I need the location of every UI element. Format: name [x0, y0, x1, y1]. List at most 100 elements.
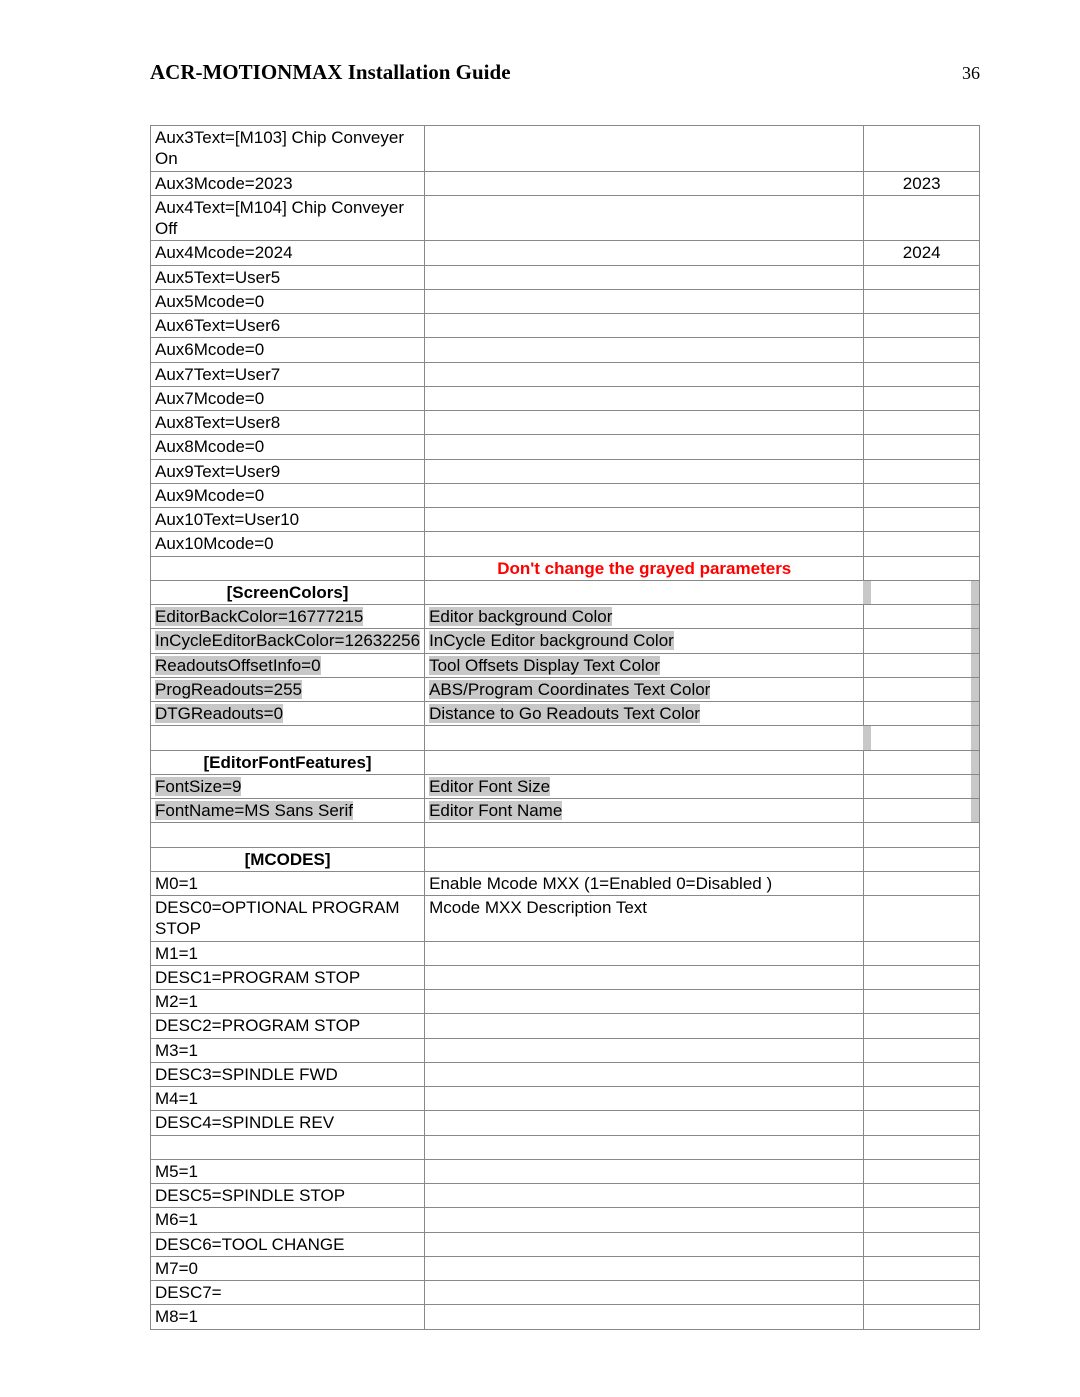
- table-row: ReadoutsOffsetInfo=0Tool Offsets Display…: [151, 653, 980, 677]
- section-mcodes: [MCODES]: [151, 847, 425, 871]
- param-val: [864, 459, 980, 483]
- param-name: Aux4Mcode=2024: [151, 241, 425, 265]
- table-row: DESC4=SPINDLE REV: [151, 1111, 980, 1135]
- param-name: DESC0=OPTIONAL PROGRAM STOP: [151, 896, 425, 942]
- param-val: [864, 338, 980, 362]
- param-name: DESC3=SPINDLE FWD: [151, 1062, 425, 1086]
- table-row: InCycleEditorBackColor=12632256InCycle E…: [151, 629, 980, 653]
- param-desc: [425, 386, 864, 410]
- parameters-table: Aux3Text=[M103] Chip Conveyer On Aux3Mco…: [150, 125, 980, 1330]
- spacer-row: [151, 823, 980, 847]
- param-desc: [425, 338, 864, 362]
- param-desc: [425, 362, 864, 386]
- param-name: Aux9Mcode=0: [151, 483, 425, 507]
- table-row: DESC1=PROGRAM STOP: [151, 965, 980, 989]
- table-row: M5=1: [151, 1159, 980, 1183]
- table-row: M0=1Enable Mcode MXX (1=Enabled 0=Disabl…: [151, 871, 980, 895]
- param-name: M7=0: [151, 1256, 425, 1280]
- param-name: DESC7=: [151, 1281, 425, 1305]
- param-name: InCycleEditorBackColor=12632256: [155, 631, 420, 650]
- param-name: Aux9Text=User9: [151, 459, 425, 483]
- param-desc: [425, 483, 864, 507]
- warning-text: Don't change the grayed parameters: [425, 556, 864, 580]
- section-header-row: [EditorFontFeatures]: [151, 750, 980, 774]
- param-desc: Mcode MXX Description Text: [425, 896, 864, 942]
- table-row: Aux3Mcode=2023 2023: [151, 171, 980, 195]
- section-header-row: [ScreenColors]: [151, 580, 980, 604]
- param-name: M4=1: [151, 1087, 425, 1111]
- param-desc: [425, 289, 864, 313]
- table-row: Aux8Text=User8: [151, 411, 980, 435]
- param-name: M0=1: [151, 871, 425, 895]
- table-row: DESC2=PROGRAM STOP: [151, 1014, 980, 1038]
- section-screencolors: [ScreenColors]: [151, 580, 425, 604]
- param-val: 2023: [864, 171, 980, 195]
- page-header: ACR-MOTIONMAX Installation Guide 36: [150, 60, 980, 85]
- section-header-row: [MCODES]: [151, 847, 980, 871]
- table-row: FontSize=9Editor Font Size: [151, 774, 980, 798]
- param-desc: Enable Mcode MXX (1=Enabled 0=Disabled ): [425, 871, 864, 895]
- table-row: DESC7=: [151, 1281, 980, 1305]
- param-name: Aux3Mcode=2023: [151, 171, 425, 195]
- param-name: M3=1: [151, 1038, 425, 1062]
- table-row: DESC5=SPINDLE STOP: [151, 1184, 980, 1208]
- param-name: DESC1=PROGRAM STOP: [151, 965, 425, 989]
- param-name: M2=1: [151, 990, 425, 1014]
- param-desc: [425, 265, 864, 289]
- table-row: Aux10Text=User10: [151, 508, 980, 532]
- param-desc: [425, 241, 864, 265]
- spacer-row: [151, 726, 980, 750]
- table-row: Aux7Text=User7: [151, 362, 980, 386]
- param-name: ProgReadouts=255: [155, 680, 302, 699]
- table-row: Aux9Text=User9: [151, 459, 980, 483]
- param-name: DESC2=PROGRAM STOP: [151, 1014, 425, 1038]
- param-name: DTGReadouts=0: [155, 704, 283, 723]
- table-row: M1=1: [151, 941, 980, 965]
- param-desc: Distance to Go Readouts Text Color: [429, 704, 700, 723]
- param-name: M8=1: [151, 1305, 425, 1329]
- table-row: M4=1: [151, 1087, 980, 1111]
- table-row: Aux5Text=User5: [151, 265, 980, 289]
- param-val: [864, 265, 980, 289]
- table-row: Aux5Mcode=0: [151, 289, 980, 313]
- param-desc: [425, 171, 864, 195]
- param-name: Aux6Mcode=0: [151, 338, 425, 362]
- param-name: EditorBackColor=16777215: [155, 607, 363, 626]
- warning-row: Don't change the grayed parameters: [151, 556, 980, 580]
- table-row: FontName=MS Sans SerifEditor Font Name: [151, 799, 980, 823]
- param-desc: Editor Font Name: [429, 801, 562, 820]
- param-desc: [425, 435, 864, 459]
- param-desc: ABS/Program Coordinates Text Color: [429, 680, 710, 699]
- param-name: Aux5Text=User5: [151, 265, 425, 289]
- table-row: M3=1: [151, 1038, 980, 1062]
- param-name: Aux7Mcode=0: [151, 386, 425, 410]
- table-row: Aux4Text=[M104] Chip Conveyer Off: [151, 195, 980, 241]
- param-desc: [425, 126, 864, 172]
- table-row: DTGReadouts=0 Distance to Go Readouts Tex…: [151, 702, 980, 726]
- param-name: Aux6Text=User6: [151, 314, 425, 338]
- param-name: Aux8Text=User8: [151, 411, 425, 435]
- param-val: [864, 411, 980, 435]
- param-desc: [425, 532, 864, 556]
- section-editorfont: [EditorFontFeatures]: [151, 750, 425, 774]
- table-row: DESC0=OPTIONAL PROGRAM STOPMcode MXX Des…: [151, 896, 980, 942]
- table-row: Aux4Mcode=20242024: [151, 241, 980, 265]
- table-row: DESC6=TOOL CHANGE: [151, 1232, 980, 1256]
- param-val: [864, 289, 980, 313]
- param-val: [864, 386, 980, 410]
- param-desc: [425, 195, 864, 241]
- param-name: DESC5=SPINDLE STOP: [151, 1184, 425, 1208]
- table-row: Aux7Mcode=0: [151, 386, 980, 410]
- table-row: DESC3=SPINDLE FWD: [151, 1062, 980, 1086]
- table-row: Aux8Mcode=0: [151, 435, 980, 459]
- table-row: M8=1: [151, 1305, 980, 1329]
- param-val: [864, 362, 980, 386]
- table-row: Aux3Text=[M103] Chip Conveyer On: [151, 126, 980, 172]
- table-row: M7=0: [151, 1256, 980, 1280]
- param-desc: [425, 508, 864, 532]
- table-row: M6=1: [151, 1208, 980, 1232]
- param-desc: [425, 459, 864, 483]
- param-name: Aux10Mcode=0: [151, 532, 425, 556]
- param-val: [864, 532, 980, 556]
- param-name: M5=1: [151, 1159, 425, 1183]
